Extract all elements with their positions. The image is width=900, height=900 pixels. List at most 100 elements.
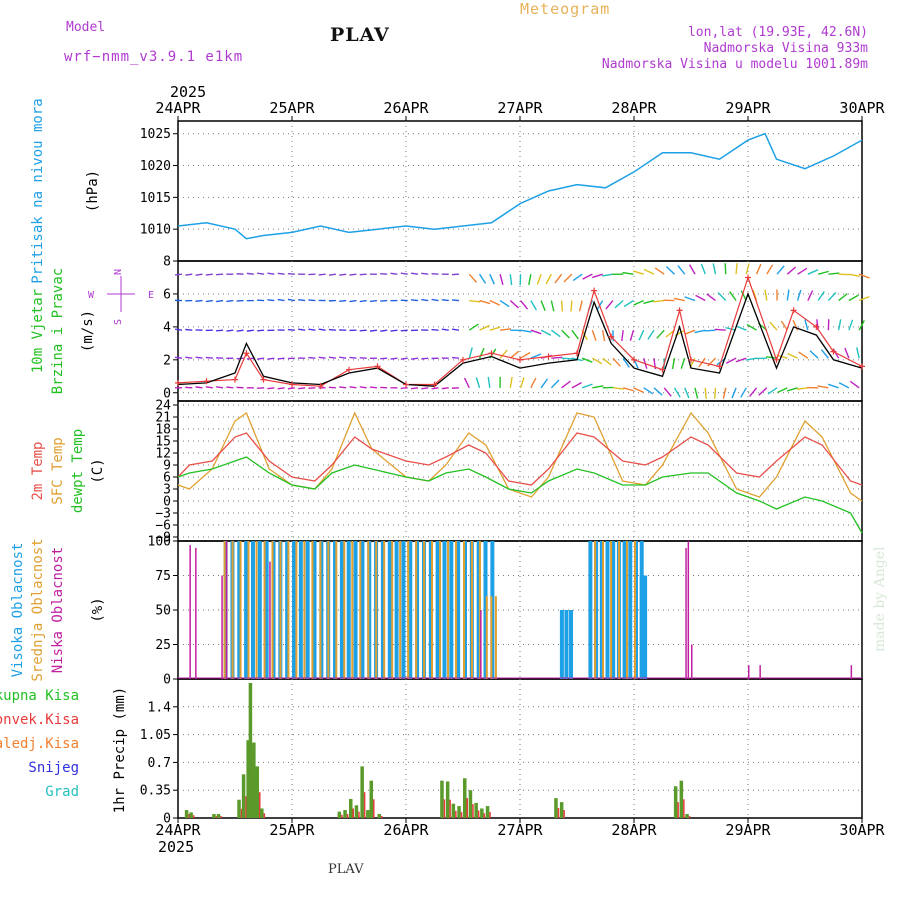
- precip-bar-conv: [215, 816, 218, 818]
- wind-arrow: [421, 298, 429, 302]
- cloud-bar-low: [748, 665, 750, 679]
- precip-bar-total: [189, 812, 193, 818]
- wind-axis-title: 10m Vjetar: [30, 289, 46, 373]
- wind-arrow: [174, 356, 183, 359]
- wind-arrow: [277, 357, 285, 360]
- ytick-label-pressure: 1015: [140, 191, 171, 206]
- ytick-label-cloud: 25: [155, 638, 171, 653]
- wind-arrow: [838, 382, 850, 389]
- wind-arrow: [509, 376, 513, 388]
- precip-bar-total: [354, 805, 359, 818]
- wind-arrow: [848, 294, 859, 302]
- x-date-bottom: 27APR: [497, 821, 543, 839]
- cloud-bar-high: [559, 610, 564, 679]
- precip-bar-total: [360, 766, 364, 818]
- wind-arrow: [623, 299, 634, 308]
- wind-arrow: [489, 299, 501, 306]
- wind-arrow: [441, 298, 449, 302]
- wind-arrow: [766, 264, 774, 275]
- x-date-top: 30APR: [839, 99, 885, 117]
- precip-bar-conv: [483, 813, 486, 818]
- wind-arrow: [205, 273, 213, 276]
- cloud-bar-low: [759, 665, 761, 679]
- cloud-bar-mid: [279, 541, 282, 679]
- cloud-bar-mid: [634, 541, 636, 679]
- x-date-bottom: 28APR: [611, 821, 657, 839]
- ytick-label-temperature: −3: [155, 507, 171, 522]
- wind-arrow: [205, 356, 213, 359]
- wind-arrow: [410, 299, 419, 302]
- wind-arrow: [804, 319, 809, 331]
- wind-arrow: [267, 387, 275, 390]
- year-top: 2025: [170, 83, 207, 101]
- wind-arrow: [195, 356, 203, 359]
- wind-arrow: [390, 272, 398, 275]
- wind-gust-marker: [813, 323, 820, 330]
- precip-bar-total: [184, 810, 189, 818]
- cloud-bar-mid: [255, 541, 258, 679]
- wind-arrow: [797, 267, 808, 275]
- precip-bar-conv: [220, 816, 222, 818]
- cloud-bar-mid: [263, 541, 266, 679]
- wind-arrow: [441, 387, 449, 390]
- cloud-bar-high: [483, 541, 488, 679]
- wind-arrow: [479, 324, 490, 331]
- wind-arrow: [612, 357, 621, 367]
- precip-legend-item: Snijeg: [28, 760, 79, 776]
- wind-arrow: [421, 357, 429, 360]
- cloud-bar-high: [257, 541, 262, 679]
- precip-bar-conv: [245, 796, 247, 818]
- x-date-top: 27APR: [497, 99, 543, 117]
- precip-bar-conv: [683, 799, 685, 818]
- wind-arrow: [777, 387, 788, 394]
- wind-arrow: [318, 356, 326, 359]
- wind-arrow: [714, 387, 717, 399]
- ytick-label-pressure: 1020: [140, 159, 171, 174]
- precip-bar-conv: [352, 808, 354, 818]
- cloud-bar-mid: [439, 541, 442, 679]
- precip-bar-total: [237, 799, 241, 818]
- precip-bar-total: [255, 766, 260, 818]
- wind-arrow: [614, 300, 624, 309]
- ytick-label-temperature: 9: [163, 459, 171, 474]
- cloud-bar-high: [564, 610, 569, 679]
- precip-bar-conv: [381, 816, 383, 818]
- ytick-label-cloud: 0: [163, 673, 171, 688]
- ytick-label-wind: 4: [163, 320, 171, 335]
- wind-arrow: [714, 328, 726, 331]
- wind-arrow: [530, 377, 537, 389]
- x-date-bottom: 29APR: [725, 821, 771, 839]
- wind-arrow: [684, 296, 696, 302]
- cloud-bar-high: [298, 541, 303, 679]
- wind-arrow: [475, 377, 481, 389]
- wind-arrow: [195, 299, 203, 302]
- precip-bar-total: [246, 740, 250, 818]
- wind-arrow: [468, 347, 473, 359]
- ytick-label-cloud: 100: [148, 535, 171, 550]
- wind-arrow: [684, 387, 690, 399]
- precip-bar-total: [673, 786, 678, 818]
- cloud-bar-high: [305, 541, 310, 679]
- wind-arrow: [654, 267, 665, 275]
- wind-arrow: [257, 329, 265, 332]
- wind-arrow: [410, 272, 419, 275]
- wind-gust-marker: [243, 350, 250, 357]
- wind-arrow: [479, 299, 491, 305]
- cloud-bar-mid: [343, 541, 346, 679]
- wind-arrow: [359, 299, 367, 303]
- wind-gust-marker: [260, 376, 267, 383]
- x-date-bottom: 30APR: [839, 821, 885, 839]
- wind-arrow: [380, 357, 388, 360]
- wind-gust-marker: [574, 350, 580, 357]
- wind-arrow: [216, 329, 224, 332]
- wind-arrow: [431, 328, 439, 331]
- precip-bar-total: [451, 803, 456, 818]
- wind-gust-marker: [591, 287, 598, 294]
- wind-arrow: [712, 263, 717, 275]
- wind-arrow: [817, 291, 825, 301]
- wind-arrow: [704, 387, 707, 399]
- wind-gust-marker: [631, 356, 637, 363]
- wind-arrow: [236, 299, 244, 302]
- wind-arrow: [656, 329, 665, 339]
- cloud-bar-high: [394, 541, 399, 679]
